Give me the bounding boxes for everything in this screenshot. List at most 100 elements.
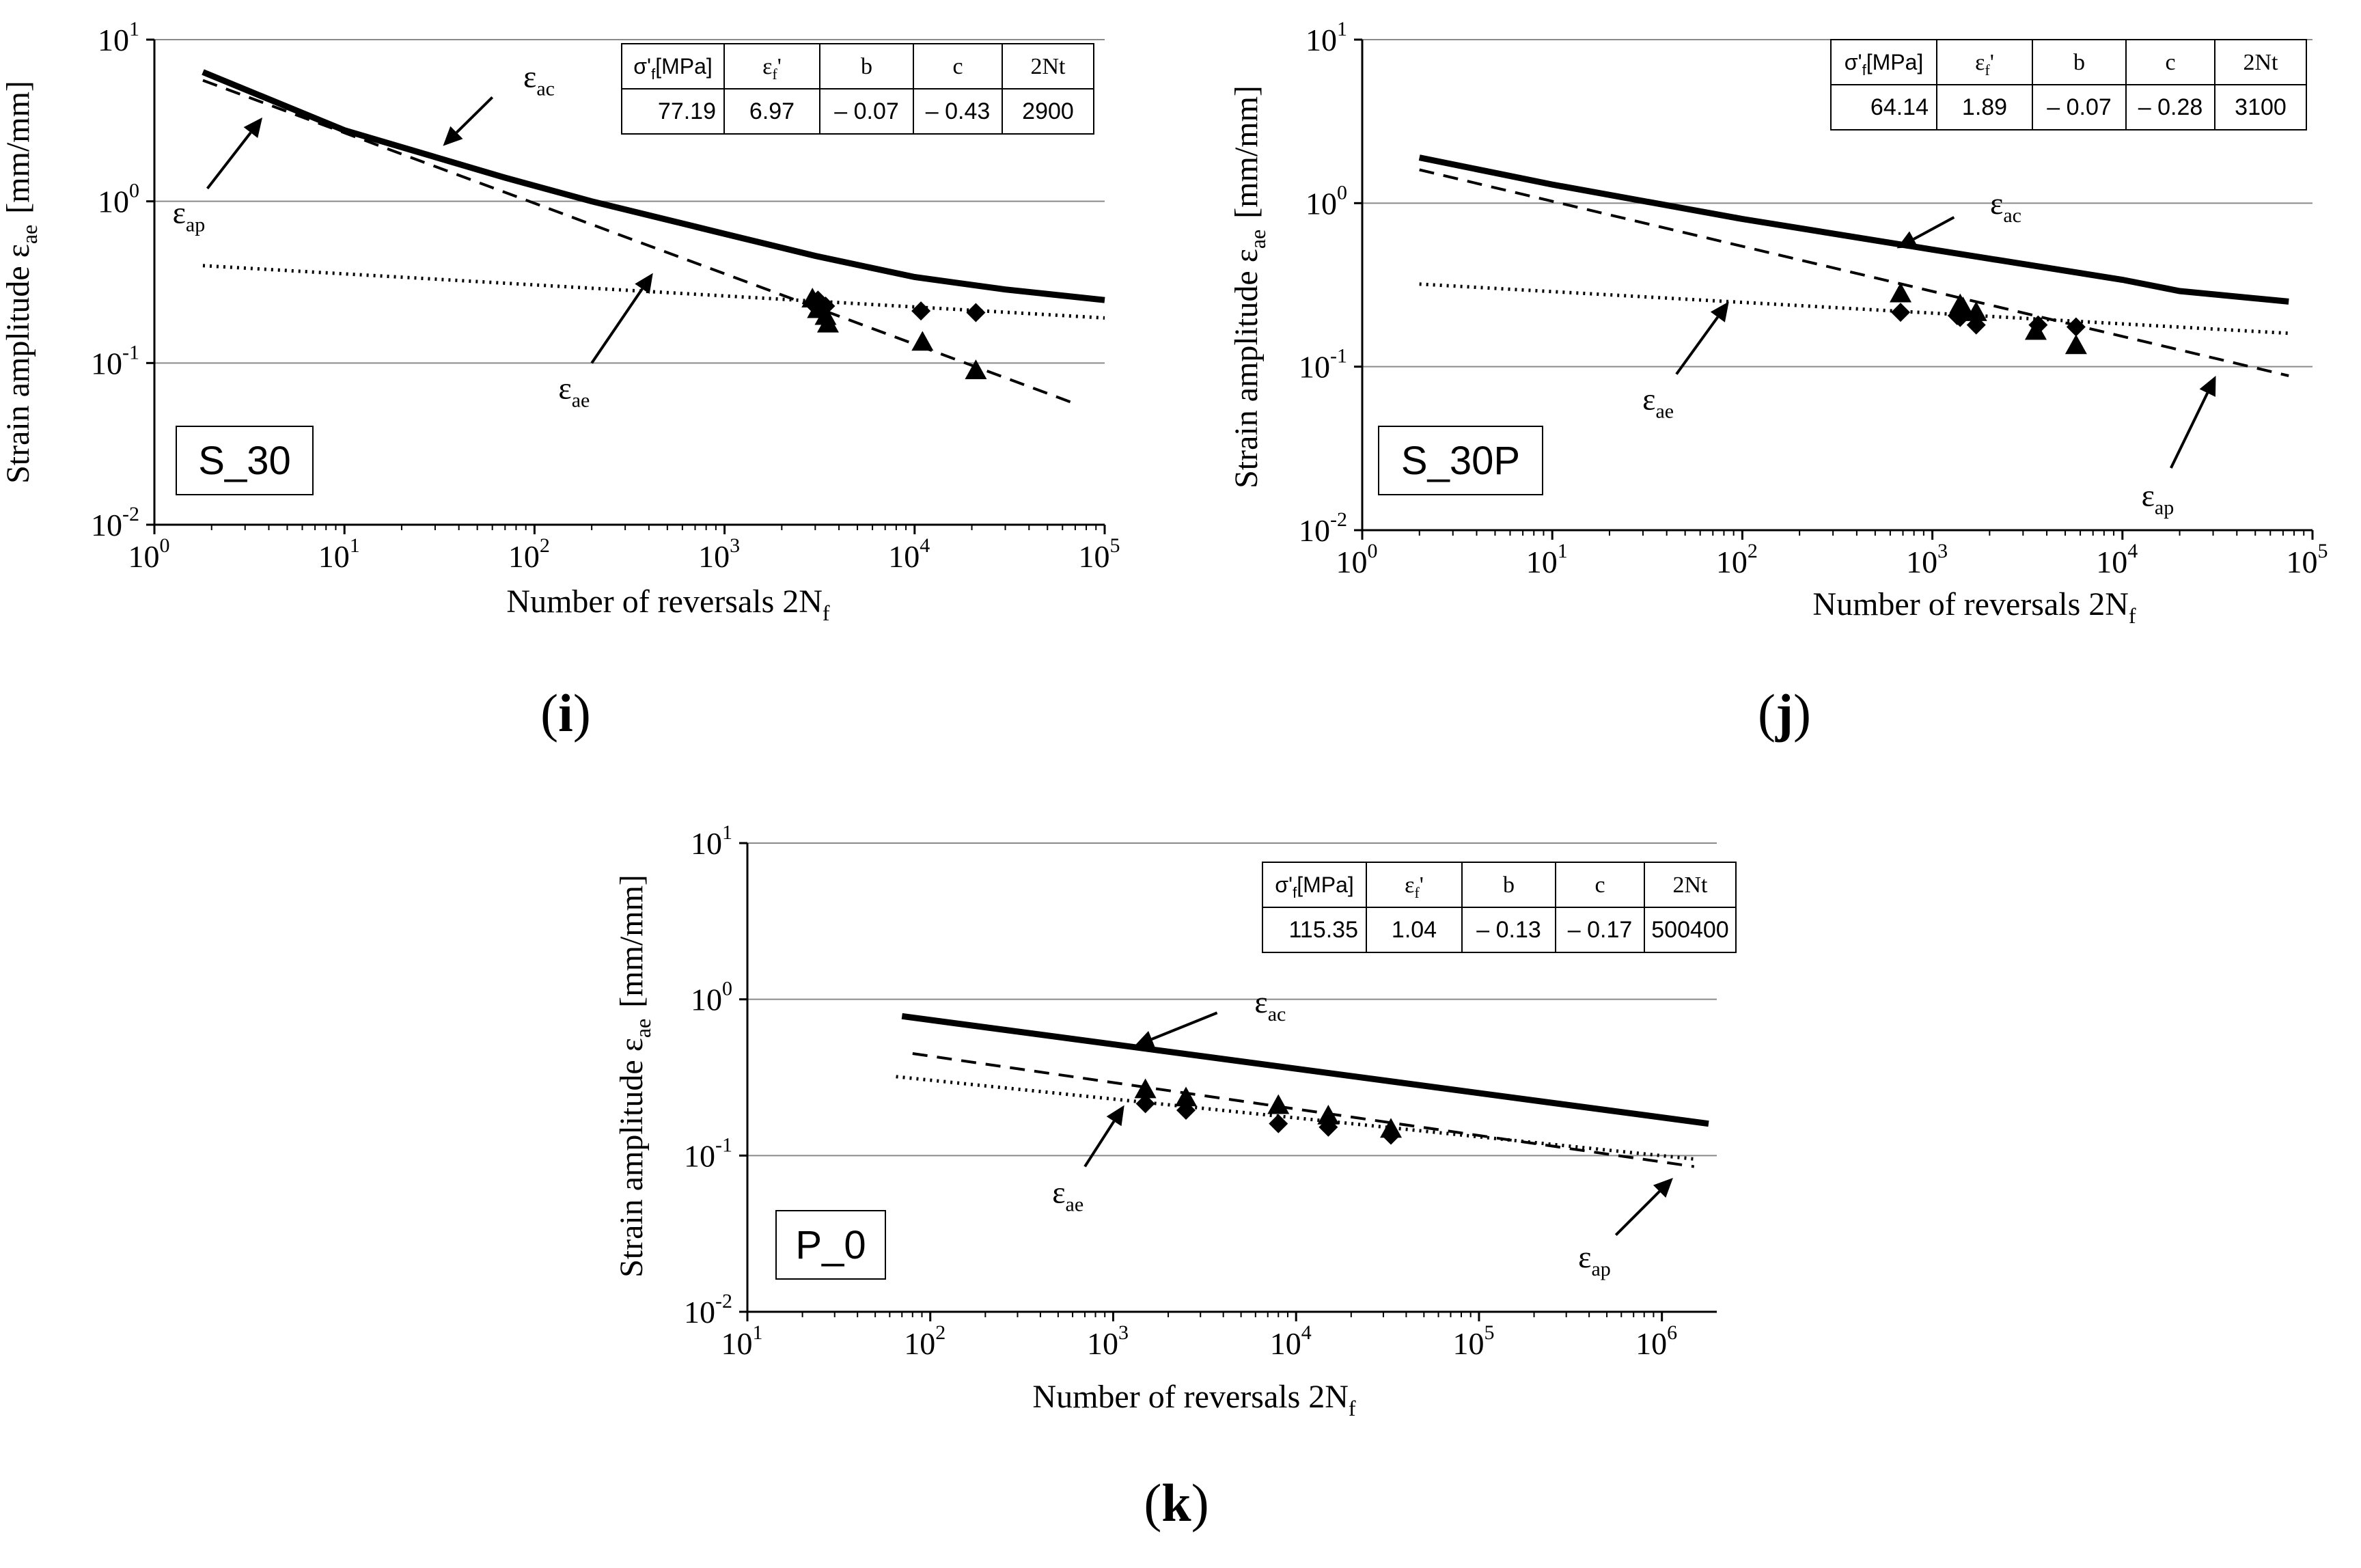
table-value-cell: – 0.13 (1476, 917, 1541, 943)
series-eap-line (912, 1052, 1695, 1168)
x-tick-label: 105 (1079, 534, 1120, 574)
annotation-arrowhead-ac (1133, 1030, 1155, 1048)
specimen-box (176, 426, 314, 495)
annotation-arrowhead-ac (1896, 231, 1918, 249)
series-eae-line (1419, 282, 2289, 335)
y-tick-label: 10-2 (91, 503, 139, 542)
chart-p-0: 101 102 103 104 105 106 10-2 10-1 100 101 Number o… (613, 821, 1737, 1532)
table-value-cell: 77.19 (658, 98, 716, 124)
annotation-arrowhead-ae (635, 273, 653, 294)
data-point-diamond (1269, 1114, 1288, 1133)
y-axis-label: Strain amplitude εae[mm/mm] (1228, 85, 1270, 489)
x-tick-label: 102 (508, 534, 550, 574)
y-tick-label: 10-1 (91, 341, 139, 381)
y-tick-label: 10-1 (684, 1133, 732, 1173)
data-point-diamond (966, 303, 986, 322)
x-axis-label: Number of reversals 2Nf (506, 583, 830, 625)
table-value-cell: – 0.07 (2047, 94, 2112, 120)
x-axis-label: Number of reversals 2Nf (1812, 586, 2136, 628)
annotation-arrowhead-ap (1653, 1177, 1673, 1198)
data-point-diamond (911, 301, 931, 321)
table-value-cell: – 0.17 (1568, 917, 1633, 943)
annotation-arrowhead-ae (1710, 301, 1729, 322)
x-tick-label: 105 (2287, 540, 2328, 579)
table-value-cell: – 0.28 (2138, 94, 2203, 120)
annotation-label-ap: εap (2142, 478, 2174, 519)
x-tick-label: 103 (1906, 540, 1948, 579)
specimen-label: P_0 (795, 1223, 866, 1267)
table-header-cell: b (1503, 872, 1515, 898)
x-tick-label: 101 (318, 534, 360, 574)
y-axis-label: Strain amplitude εae[mm/mm] (613, 875, 655, 1278)
specimen-label: S_30 (198, 439, 290, 483)
table-header-cell: b (861, 54, 872, 79)
x-tick-label: 103 (1087, 1321, 1129, 1361)
x-tick-label: 105 (1452, 1321, 1494, 1361)
table-value-cell: 500400 (1651, 917, 1728, 943)
params-table: σ'f[MPa] 77.19 εf' 6.97 b – 0.07 c – 0.43 2Nt 290… (621, 43, 1094, 135)
params-table: σ'f[MPa] 64.14 εf' 1.89 b – 0.07 c – 0.28 2Nt 310… (1830, 39, 2307, 130)
x-tick-label: 104 (1270, 1321, 1312, 1361)
series-eac-line (901, 1013, 1709, 1127)
data-point-triangle (1175, 1086, 1198, 1107)
annotation-arrow-ac (455, 96, 494, 134)
y-tick-label: 100 (1306, 181, 1347, 221)
table-header-cell: 2Nt (1673, 872, 1709, 898)
data-point-triangle (816, 312, 839, 333)
y-axis-label: Strain amplitude εae[mm/mm] (0, 81, 42, 484)
series-eae-line (202, 264, 1105, 320)
annotation-label-ae: εae (1052, 1174, 1083, 1215)
annotation-arrow-ac (1913, 216, 1955, 240)
data-point-triangle (1317, 1104, 1340, 1125)
x-tick-label: 106 (1635, 1321, 1677, 1361)
series-eac-line (1418, 154, 2289, 305)
table-value-cell: – 0.07 (834, 98, 899, 124)
table-value-cell: 64.14 (1870, 94, 1929, 120)
specimen-box (775, 1210, 886, 1280)
x-tick-label: 100 (1336, 540, 1378, 579)
data-point-triangle (911, 331, 934, 351)
table-value-cell: 1.04 (1392, 917, 1437, 943)
annotation-label-ac: εac (1990, 186, 2021, 227)
chart-s-30: 100 101 102 103 104 105 10-2 10-1 100 101 Number o… (0, 18, 1120, 743)
table-value-cell: 3100 (2235, 94, 2287, 120)
x-tick-label: 104 (888, 534, 930, 574)
annotation-label-ac: εac (1254, 985, 1286, 1026)
annotation-arrow-ap (1614, 1190, 1661, 1237)
data-point-triangle (1890, 282, 1912, 303)
y-tick-label: 10-2 (684, 1290, 732, 1330)
table-header-cell: εf' (1975, 50, 1994, 79)
x-tick-label: 101 (721, 1321, 763, 1361)
table-value-cell: 1.89 (1962, 94, 2007, 120)
table-header-cell: c (952, 54, 963, 79)
annotation-arrowhead-ap (2199, 375, 2216, 397)
annotation-label-ap: εap (173, 195, 206, 236)
annotation-label-ap: εap (1578, 1239, 1611, 1280)
chart-s-30p: 100 101 102 103 104 105 10-2 10-1 100 101 Number o… (1228, 18, 2328, 743)
table-header-cell: σ'f[MPa] (633, 54, 713, 83)
data-point-triangle (2024, 320, 2047, 340)
table-value-cell: – 0.43 (926, 98, 991, 124)
annotation-arrow-ac (1151, 1011, 1218, 1041)
annotation-arrow-ae (1675, 316, 1719, 375)
table-header-cell: 2Nt (2243, 50, 2279, 75)
annotation-arrowhead-ac (443, 126, 463, 146)
table-value-cell: 115.35 (1289, 917, 1358, 943)
annotation-arrowhead-ap (243, 117, 263, 139)
table-header-cell: 2Nt (1031, 54, 1066, 79)
x-tick-label: 102 (904, 1321, 945, 1361)
table-value-cell: 2900 (1022, 98, 1074, 124)
data-point-triangle (965, 359, 987, 379)
data-point-diamond (1891, 303, 1911, 322)
y-tick-label: 10-2 (1299, 508, 1347, 548)
series-eac-line (202, 69, 1105, 303)
x-tick-label: 100 (128, 534, 170, 574)
x-axis-label: Number of reversals 2Nf (1032, 1379, 1356, 1420)
specimen-box (1378, 426, 1543, 495)
data-point-triangle (1267, 1094, 1290, 1114)
table-header-cell: εf' (1405, 872, 1424, 901)
specimen-label: S_30P (1401, 439, 1520, 483)
x-tick-label: 102 (1716, 540, 1758, 579)
series-eae-line (896, 1075, 1695, 1161)
